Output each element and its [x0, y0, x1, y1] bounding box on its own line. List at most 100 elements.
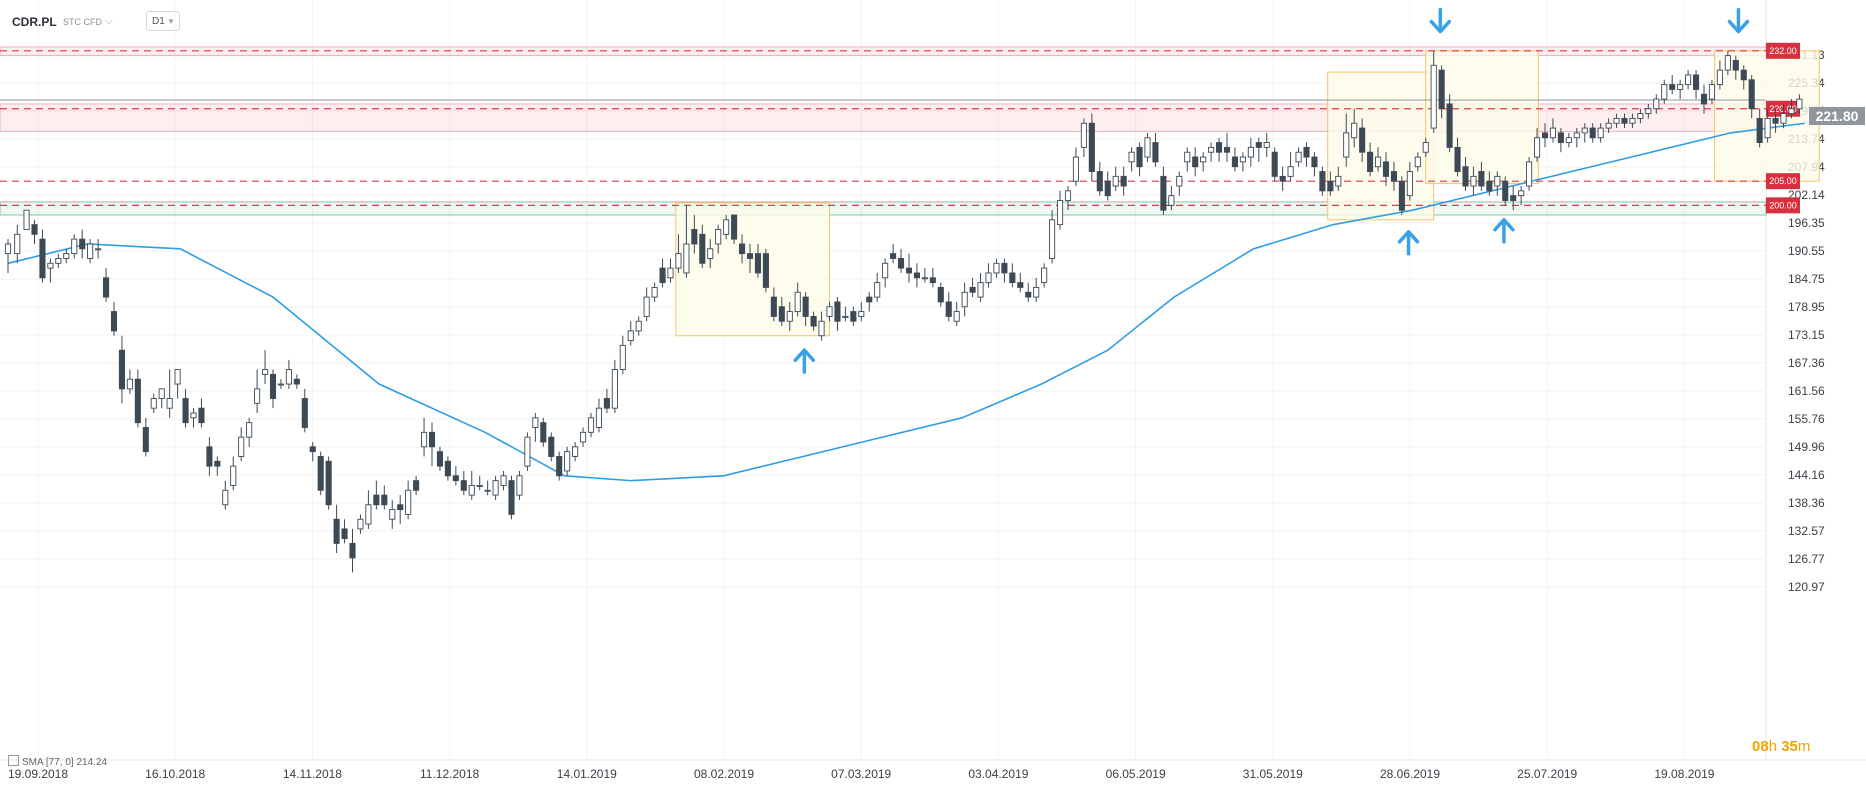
- candle-bullish: [1533, 137, 1541, 158]
- x-tick-label: 14.11.2018: [283, 767, 342, 781]
- y-tick-label: 155.76: [1788, 412, 1825, 426]
- candle-bearish: [1541, 132, 1549, 139]
- timeframe-select[interactable]: D1 ▼: [146, 11, 180, 31]
- candle-bearish: [556, 456, 563, 477]
- arrow-down-icon: [1429, 7, 1452, 34]
- x-tick-label: 11.12.2018: [420, 767, 479, 781]
- candle-bullish: [405, 489, 412, 515]
- candle-timer: 08h 35m: [1752, 738, 1810, 755]
- level-label-box: [1766, 173, 1800, 190]
- candle-bearish: [1319, 171, 1326, 192]
- candle-bullish: [1764, 117, 1771, 139]
- y-tick-label: 178.95: [1788, 300, 1825, 314]
- candle-bullish: [476, 484, 483, 487]
- candle-bearish: [102, 277, 110, 298]
- y-tick-label: 161.56: [1788, 384, 1825, 398]
- arrow-up-icon: [1493, 218, 1515, 244]
- candle-bearish: [452, 475, 459, 482]
- candle-bearish: [1510, 195, 1517, 201]
- candle-bullish: [1629, 117, 1636, 124]
- candle-bullish: [238, 436, 245, 457]
- candle-bullish: [619, 344, 626, 370]
- candle-bullish: [1653, 98, 1660, 110]
- y-tick-label: 132.57: [1788, 524, 1825, 538]
- candle-bullish: [254, 388, 261, 404]
- candle-bullish: [611, 369, 618, 409]
- candle-bullish: [1549, 127, 1556, 139]
- candle-bearish: [770, 296, 777, 317]
- candle-bullish: [1080, 122, 1087, 148]
- candle-bullish: [357, 518, 364, 530]
- candle-bullish: [55, 258, 62, 264]
- candle-bearish: [1223, 146, 1231, 153]
- candle-bullish: [580, 431, 587, 443]
- candle-bearish: [1367, 151, 1374, 172]
- candle-bearish: [333, 518, 340, 544]
- candle-bullish: [882, 262, 889, 279]
- candle-bearish: [508, 480, 515, 515]
- candle-bearish: [1557, 132, 1564, 144]
- timer-hours-unit: h: [1768, 738, 1778, 755]
- level-label-box: [1766, 197, 1800, 214]
- timer-hours: 08: [1752, 738, 1769, 755]
- indicator-settings-icon[interactable]: [8, 755, 19, 766]
- candle-bullish: [492, 480, 499, 496]
- candle-bullish: [1056, 200, 1064, 226]
- candle-bullish: [1343, 132, 1350, 158]
- candle-bearish: [739, 243, 746, 255]
- candle-bullish: [794, 291, 801, 313]
- indicator-legend[interactable]: SMA [77, 0] 214.24: [8, 755, 107, 768]
- candle-bearish: [1311, 156, 1318, 168]
- candle-bearish: [866, 296, 873, 303]
- candle-bearish: [317, 456, 324, 491]
- candle-bearish: [31, 224, 38, 235]
- candle-bullish: [1406, 171, 1413, 197]
- candle-bullish: [786, 311, 793, 322]
- arrow-up-icon: [793, 348, 816, 374]
- candle-bullish: [1287, 166, 1294, 177]
- candle-bullish: [174, 369, 181, 385]
- candle-bullish: [14, 233, 21, 255]
- candle-bearish: [1438, 69, 1445, 110]
- candle-bearish: [397, 504, 404, 511]
- candle-bearish: [1231, 156, 1238, 168]
- candle-bearish: [1732, 60, 1739, 71]
- candle-bullish: [277, 383, 285, 386]
- candle-bullish: [921, 277, 928, 280]
- candle-bearish: [309, 446, 316, 453]
- candle-bullish: [1247, 146, 1254, 158]
- level-label-box: [1766, 42, 1800, 59]
- candle-bearish: [460, 480, 467, 491]
- candle-bearish: [349, 542, 356, 559]
- candle-bearish: [1327, 180, 1334, 192]
- candle-bullish: [524, 436, 531, 467]
- candle-bullish: [858, 311, 865, 317]
- candle-bullish: [1685, 74, 1692, 86]
- indicator-label: SMA [77, 0] 214.24: [22, 757, 108, 768]
- candle-bearish: [1462, 166, 1469, 187]
- timeframe-value: D1: [152, 16, 165, 27]
- candle-bearish: [913, 272, 920, 279]
- candle-bullish: [1064, 190, 1072, 201]
- candle-bullish: [4, 243, 12, 255]
- x-tick-label: 03.04.2019: [968, 767, 1028, 781]
- support-zone: [0, 201, 1767, 216]
- y-tick-label: 120.97: [1788, 580, 1825, 594]
- timer-minutes-unit: m: [1797, 738, 1811, 755]
- candle-bullish: [1637, 113, 1644, 119]
- candle-bearish: [198, 407, 205, 424]
- candle-bullish: [1780, 113, 1787, 124]
- y-tick-label: 196.35: [1788, 216, 1825, 230]
- chevron-down-icon[interactable]: ⌵: [105, 16, 113, 27]
- y-tick-label: 167.36: [1788, 356, 1825, 370]
- candle-bullish: [47, 262, 54, 269]
- candle-bearish: [890, 253, 897, 259]
- candle-bullish: [818, 320, 825, 337]
- candle-bearish: [1772, 117, 1779, 124]
- candle-bullish: [468, 484, 475, 496]
- candle-bullish: [1565, 137, 1572, 144]
- candle-bullish: [158, 388, 165, 399]
- symbol-label[interactable]: CDR.PL: [12, 15, 57, 29]
- candle-bearish: [1104, 180, 1111, 197]
